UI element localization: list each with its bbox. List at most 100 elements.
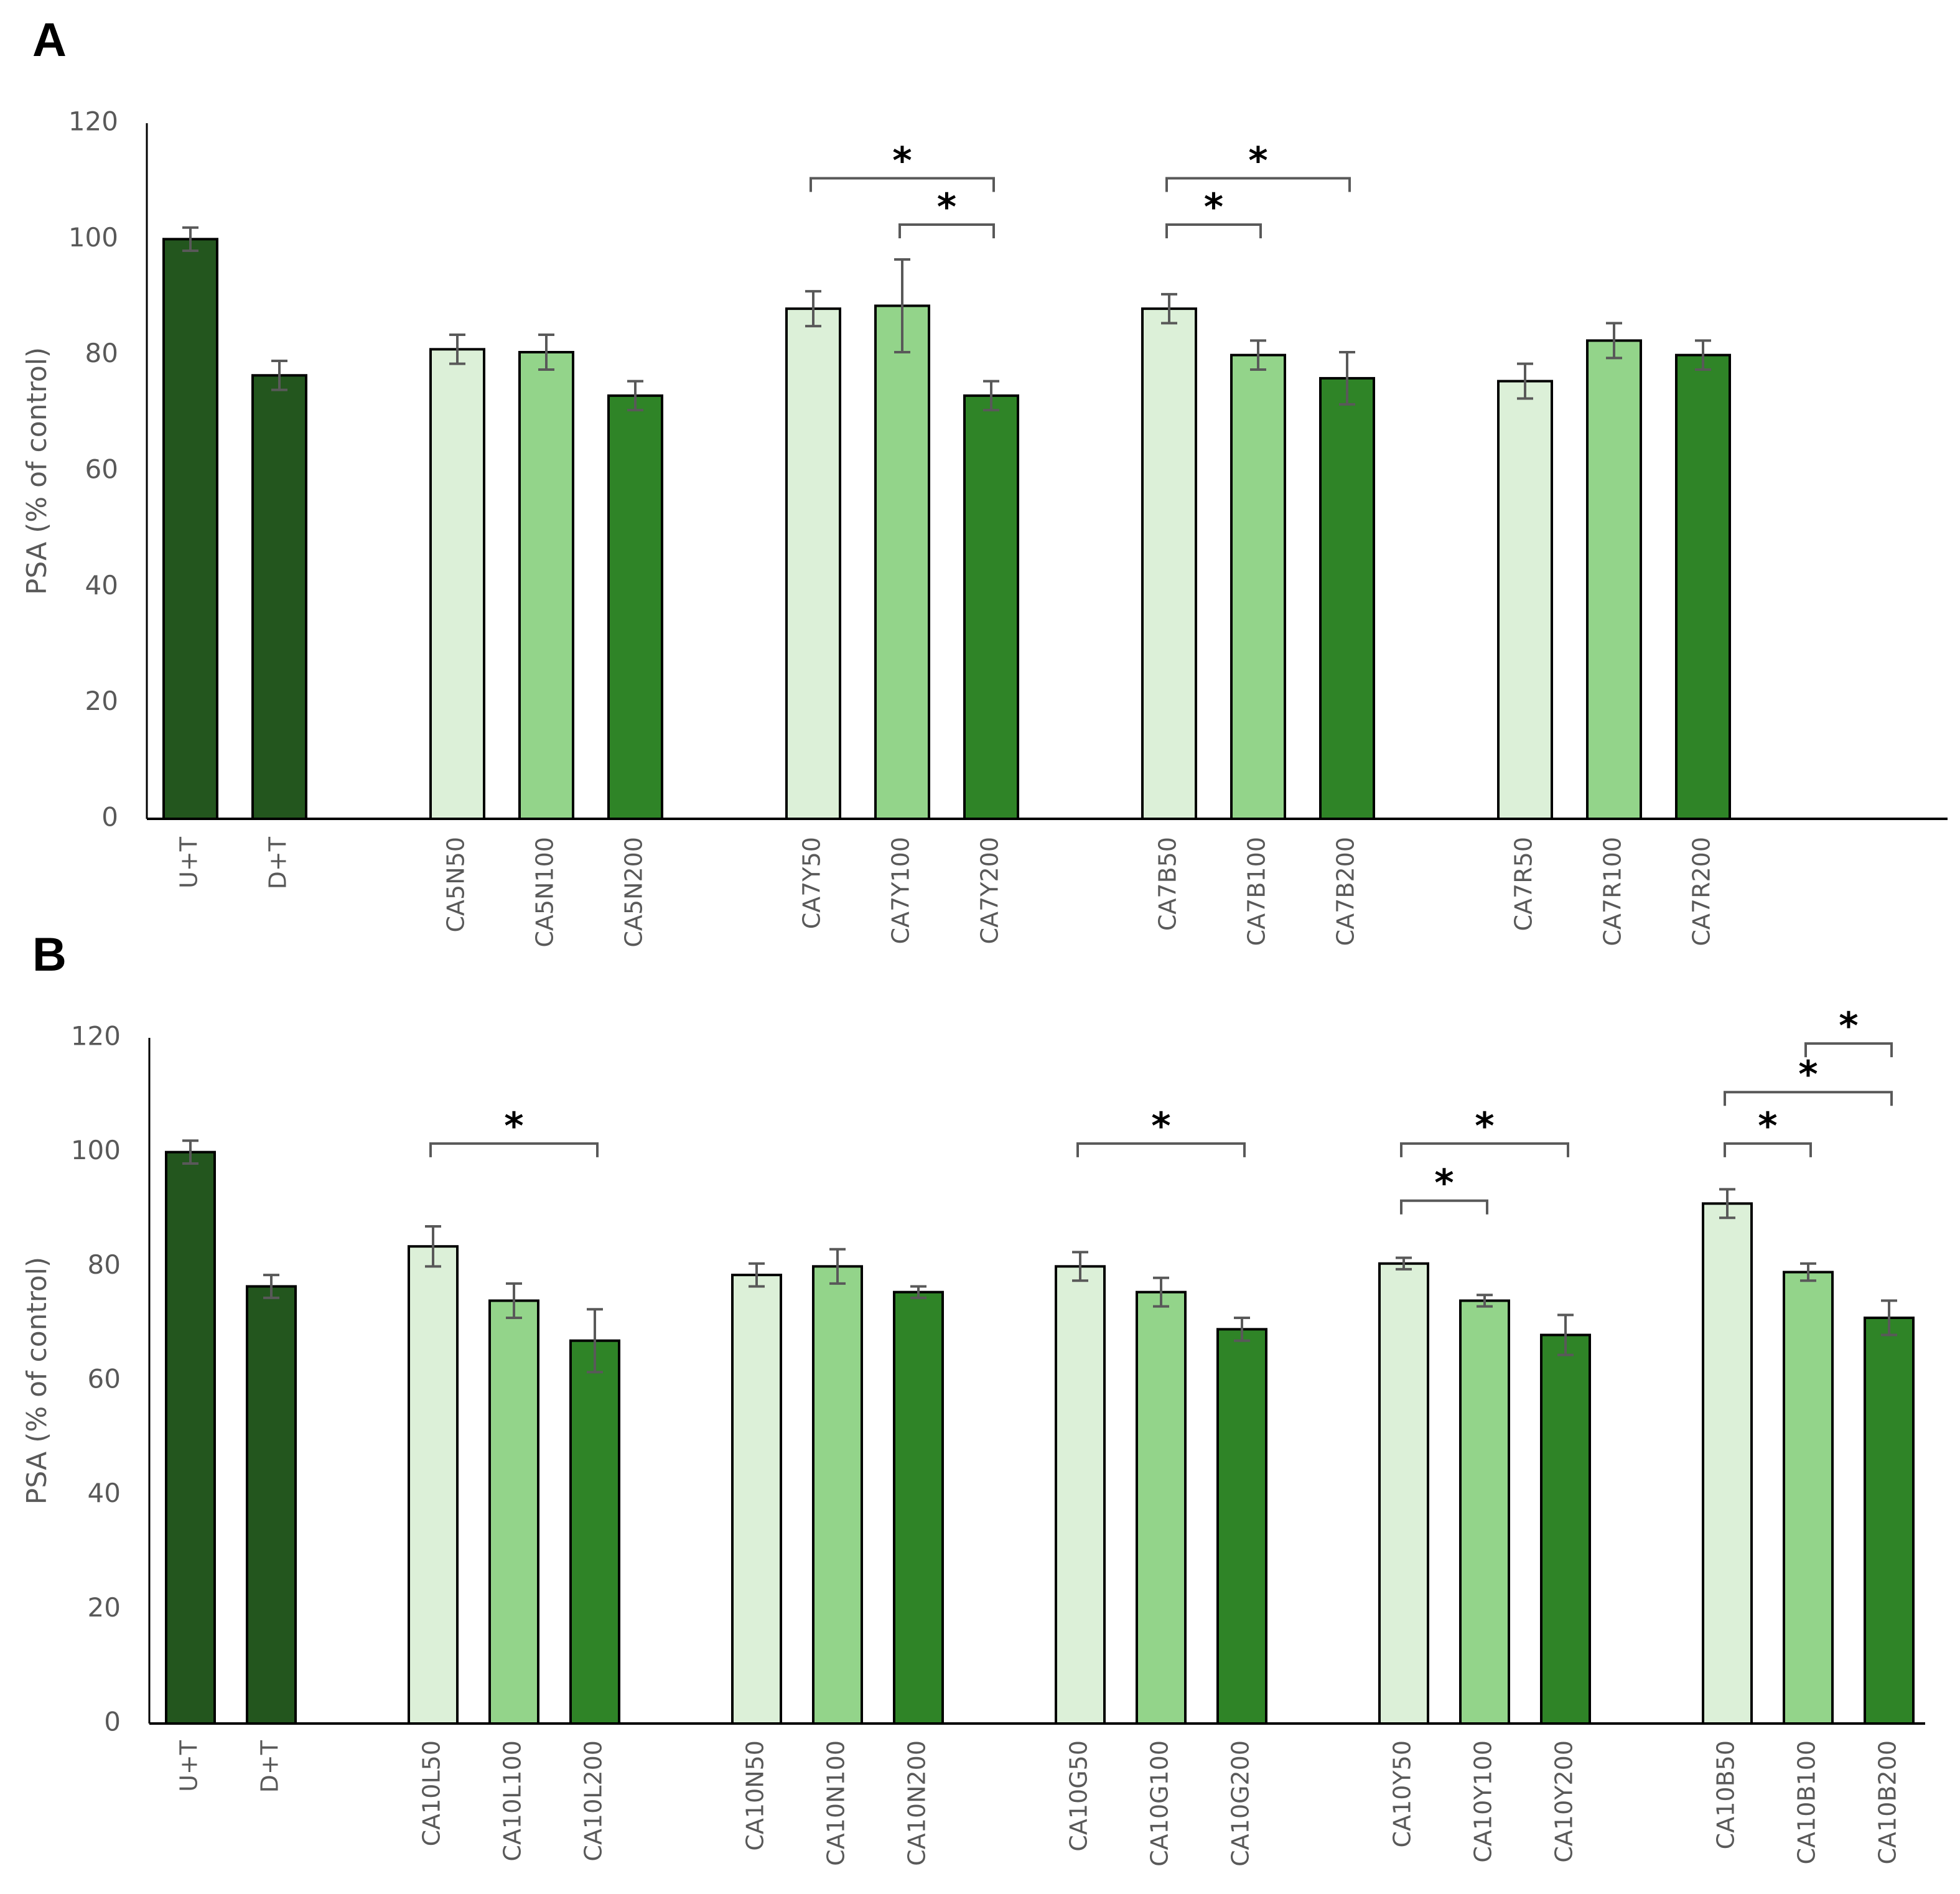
significance-star: * [892, 139, 912, 183]
x-tick-label: CA10G200 [1227, 1740, 1254, 1867]
y-tick-label: 0 [101, 802, 118, 833]
bar [1319, 376, 1375, 820]
y-tick-label: 40 [85, 570, 118, 600]
x-tick-label: CA10L200 [580, 1740, 607, 1862]
x-tick-label: U+T [175, 1740, 203, 1792]
significance-star: * [1798, 1053, 1818, 1096]
y-tick-label: 40 [88, 1478, 121, 1508]
x-tick-label: CA7R50 [1510, 837, 1538, 931]
panel-label: A [32, 14, 67, 67]
bar [1783, 1271, 1834, 1725]
y-axis-title: PSA (% of control) [21, 347, 53, 595]
bar [1702, 1202, 1753, 1725]
x-tick-label: CA7B100 [1243, 837, 1271, 946]
y-tick-label: 20 [88, 1592, 121, 1623]
bar [408, 1245, 459, 1725]
significance-bracket [898, 223, 995, 239]
x-tick-label: CA7Y50 [798, 837, 826, 929]
x-tick-label: CA7Y100 [887, 837, 915, 944]
bar [1497, 380, 1553, 820]
bar [1459, 1299, 1510, 1725]
x-tick-label: CA10L50 [418, 1740, 446, 1846]
bar [1216, 1328, 1267, 1725]
x-tick-label: CA7B200 [1332, 837, 1360, 946]
bar [785, 307, 841, 820]
x-tick-label: CA5N50 [442, 837, 470, 932]
bar [518, 351, 574, 820]
significance-bracket [429, 1142, 599, 1157]
x-tick-label: CA5N200 [620, 837, 648, 948]
significance-star: * [504, 1104, 523, 1148]
y-tick-label: 60 [85, 454, 118, 485]
bar [1136, 1290, 1187, 1725]
x-tick-label: CA10Y50 [1389, 1740, 1416, 1847]
x-tick-label: CA10N50 [742, 1740, 769, 1851]
bar [1540, 1333, 1591, 1725]
significance-star: * [1475, 1104, 1494, 1148]
y-tick-label: 0 [104, 1707, 121, 1737]
bar [162, 238, 218, 821]
bar [1675, 353, 1731, 820]
y-tick-label: 80 [85, 338, 118, 368]
x-tick-label: CA10G100 [1146, 1740, 1174, 1867]
bar [1586, 339, 1642, 820]
bar [569, 1339, 620, 1725]
significance-star: * [1204, 185, 1223, 229]
x-tick-label: D+T [264, 836, 292, 889]
y-tick-label: 120 [68, 106, 118, 137]
bar [607, 394, 663, 820]
x-tick-label: CA7B50 [1154, 837, 1182, 931]
y-tick-label: 100 [71, 1135, 121, 1165]
bar [165, 1150, 216, 1725]
significance-star: * [937, 185, 956, 229]
significance-bracket [1076, 1142, 1246, 1157]
x-tick-label: CA10G50 [1065, 1740, 1093, 1852]
significance-bracket [1724, 1091, 1893, 1106]
significance-bracket [1724, 1142, 1812, 1157]
y-tick-label: 80 [88, 1249, 121, 1280]
x-tick-label: CA10Y100 [1470, 1740, 1497, 1863]
significance-bracket [810, 177, 995, 192]
significance-star: * [1248, 139, 1267, 183]
panel-a: A PSA (% of control) 0 20 40 60 80 100 120 U+T D+T… [21, 14, 1948, 948]
bar [1141, 307, 1197, 820]
y-tick-label: 100 [68, 222, 118, 253]
significance-star: * [1758, 1104, 1777, 1148]
panel-b: B PSA (% of control) 0 20 40 60 80 100 120 U+T D+T… [21, 928, 1925, 1867]
bar [1230, 353, 1286, 820]
significance-bracket [1165, 223, 1262, 239]
significance-bracket [1400, 1199, 1488, 1215]
significance-star: * [1839, 1004, 1858, 1048]
x-tick-label: CA7Y200 [976, 837, 1004, 944]
x-tick-label: CA10N100 [823, 1740, 850, 1866]
y-tick-label: 20 [85, 686, 118, 716]
x-tick-label: CA7R100 [1599, 837, 1626, 946]
bar [246, 1285, 297, 1725]
significance-bracket [1165, 177, 1351, 192]
bar [812, 1265, 863, 1725]
x-tick-label: CA5N100 [531, 837, 559, 948]
bar [1378, 1262, 1429, 1725]
x-tick-label: D+T [256, 1740, 284, 1793]
x-tick-label: CA10N200 [903, 1740, 931, 1866]
y-tick-label: 60 [88, 1364, 121, 1394]
y-tick-label: 120 [71, 1021, 121, 1052]
bar [1055, 1265, 1106, 1725]
bar [429, 348, 485, 820]
x-tick-label: U+T [175, 836, 203, 889]
bar [1864, 1316, 1915, 1725]
bar [893, 1290, 944, 1725]
x-tick-label: CA10B50 [1712, 1740, 1740, 1849]
x-tick-label: CA10Y200 [1551, 1740, 1578, 1863]
significance-bracket [1804, 1042, 1893, 1058]
bar [874, 304, 930, 821]
panel-label: B [32, 928, 67, 981]
bar [731, 1274, 782, 1725]
significance-bracket [1400, 1142, 1569, 1157]
bar [963, 394, 1019, 820]
bar [251, 374, 307, 820]
x-tick-label: CA10B100 [1793, 1740, 1821, 1864]
x-tick-label: CA7R200 [1688, 837, 1715, 946]
significance-star: * [1151, 1104, 1170, 1148]
